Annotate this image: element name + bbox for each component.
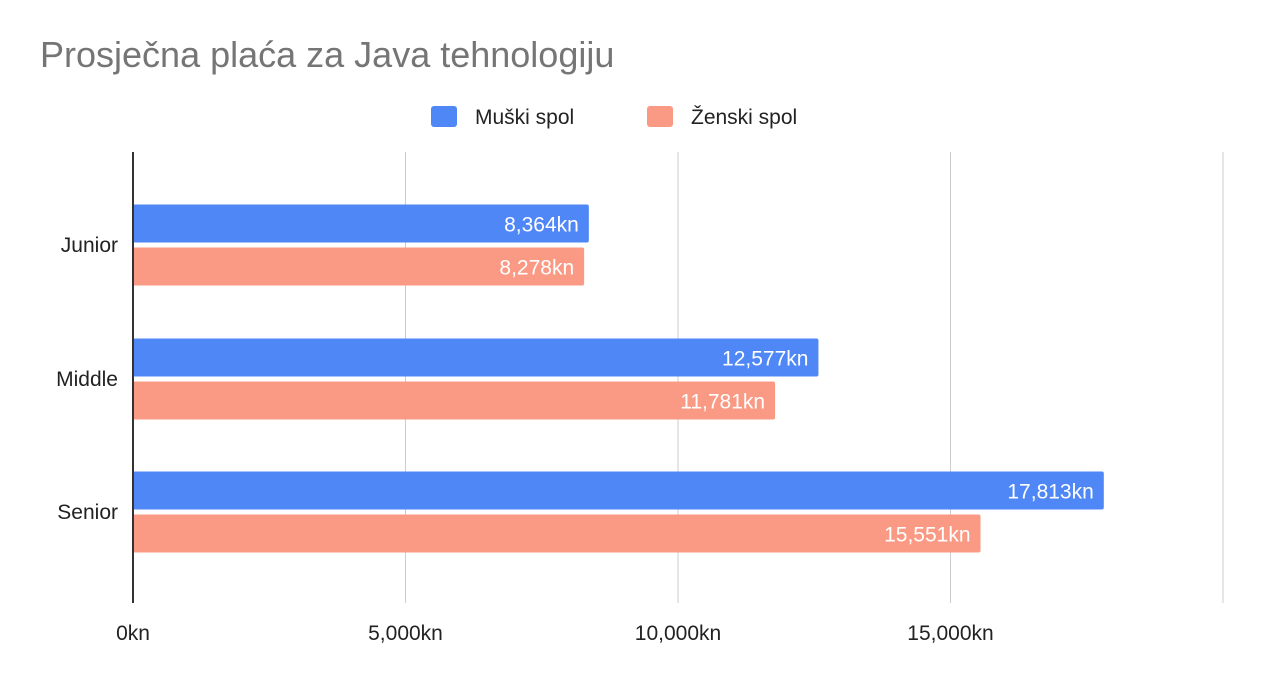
x-tick-label: 15,000kn [907, 622, 993, 645]
legend-swatch-muski [431, 106, 457, 127]
legend-label-muski: Muški spol [475, 106, 574, 129]
bar-junior-zenski [133, 247, 585, 286]
bar-middle-muski [133, 338, 819, 377]
bar-senior-zenski [133, 514, 981, 553]
category-labels: Junior Middle Senior [56, 234, 118, 524]
bar-value-label: 8,364kn [504, 214, 579, 237]
legend: Muški spol Ženski spol [431, 106, 797, 129]
bar-junior-muski [133, 204, 589, 243]
bar-value-label: 8,278kn [499, 257, 574, 280]
category-label-junior: Junior [61, 234, 118, 257]
bar-senior-muski [133, 471, 1104, 510]
bar-value-label: 15,551kn [884, 524, 970, 547]
x-tick-label: 0kn [116, 622, 150, 645]
bar-value-label: 11,781kn [680, 391, 765, 414]
legend-swatch-zenski [647, 106, 673, 127]
legend-label-zenski: Ženski spol [691, 106, 797, 129]
category-label-middle: Middle [56, 368, 118, 391]
bar-middle-zenski [133, 381, 776, 420]
x-tick-labels: 0kn 5,000kn 10,000kn 15,000kn [116, 622, 994, 645]
x-tick-label: 5,000kn [368, 622, 443, 645]
x-tick-label: 10,000kn [635, 622, 721, 645]
chart-title: Prosječna plaća za Java tehnologiju [40, 34, 615, 75]
bars: 8,364kn 8,278kn 12,577kn 11,781kn 17,813kn 15… [133, 204, 1104, 553]
bar-value-label: 12,577kn [722, 348, 808, 371]
bar-value-label: 17,813kn [1007, 481, 1093, 504]
category-label-senior: Senior [57, 501, 118, 524]
